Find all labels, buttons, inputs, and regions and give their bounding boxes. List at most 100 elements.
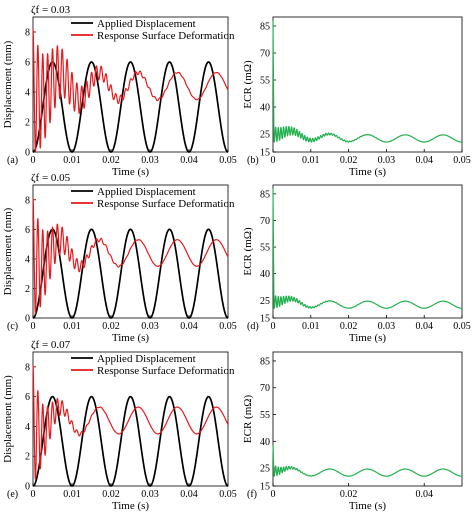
y-tick-label: 2 bbox=[25, 118, 30, 129]
x-tick-label: 0.03 bbox=[378, 155, 396, 166]
chart-panel-f: 0 0.02 0.04 15 25 40 55 70 85 Time (s) ECR (mΩ) (f) bbox=[242, 351, 463, 512]
legend-label-2: Response Surface Deformation bbox=[97, 198, 235, 210]
plot-frame bbox=[32, 351, 229, 487]
damping-label: ζf = 0.05 bbox=[31, 172, 71, 184]
legend-label-1: Applied Displacement bbox=[97, 186, 196, 198]
plot-frame bbox=[32, 184, 229, 319]
y-tick-label: 6 bbox=[25, 392, 30, 403]
y-tick-label: 0 bbox=[25, 148, 30, 159]
y-tick-label: 8 bbox=[25, 362, 30, 373]
x-tick-label: 0.02 bbox=[102, 155, 120, 166]
y-axis-label: ECR (mΩ) bbox=[242, 60, 254, 109]
y-tick-label: 85 bbox=[260, 356, 270, 367]
y-axis-label: ECR (mΩ) bbox=[242, 395, 254, 444]
x-axis-label: Time (s) bbox=[349, 500, 387, 512]
x-tick-label: 0.04 bbox=[180, 155, 198, 166]
x-tick-label: 0.02 bbox=[340, 321, 358, 332]
x-axis-label: Time (s) bbox=[349, 332, 387, 344]
x-axis-label: Time (s) bbox=[112, 166, 150, 178]
y-tick-label: 25 bbox=[260, 296, 270, 307]
panel-label: (e) bbox=[7, 489, 18, 500]
x-tick-label: 0.03 bbox=[141, 489, 159, 500]
legend-label-1: Applied Displacement bbox=[97, 353, 196, 365]
series-line-2 bbox=[32, 365, 229, 480]
panel-label: (b) bbox=[247, 155, 259, 166]
x-tick-label: 0 bbox=[31, 489, 36, 500]
y-tick-label: 2 bbox=[25, 452, 30, 463]
series-line-1 bbox=[32, 395, 229, 487]
chart-panel-a: 0 0.01 0.02 0.03 0.04 0.05 0 2 4 6 8 Time (s) Displa… bbox=[2, 4, 237, 178]
y-tick-label: 2 bbox=[25, 284, 30, 295]
x-tick-label: 0.04 bbox=[415, 489, 433, 500]
y-tick-label: 6 bbox=[25, 225, 30, 236]
chart-panel-c: 0 0.01 0.02 0.03 0.04 0.05 0 2 4 6 8 Time (s) Displa… bbox=[2, 172, 237, 344]
chart-panel-b: 0 0.01 0.02 0.03 0.04 0.05 15 25 40 55 70 85 Time (s… bbox=[242, 16, 471, 178]
plot-frame bbox=[272, 16, 463, 153]
chart-panel-e: 0 0.01 0.02 0.03 0.04 0.05 0 2 4 6 8 Time (s) Displa… bbox=[2, 339, 237, 512]
y-axis-label: Displacement (mm) bbox=[2, 375, 14, 463]
x-axis-label: Time (s) bbox=[349, 166, 387, 178]
x-tick-label: 0.02 bbox=[102, 489, 120, 500]
x-tick-label: 0 bbox=[31, 321, 36, 332]
legend-label-1: Applied Displacement bbox=[97, 18, 196, 30]
x-tick-label: 0.03 bbox=[141, 321, 159, 332]
legend-label-2: Response Surface Deformation bbox=[97, 30, 235, 42]
panel-label: (f) bbox=[247, 489, 257, 500]
y-tick-label: 40 bbox=[260, 103, 270, 114]
y-tick-label: 0 bbox=[25, 314, 30, 325]
x-tick-label: 0.01 bbox=[302, 321, 320, 332]
y-tick-label: 8 bbox=[25, 195, 30, 206]
x-axis-label: Time (s) bbox=[112, 332, 150, 344]
x-tick-label: 0.01 bbox=[63, 155, 81, 166]
y-tick-label: 40 bbox=[260, 269, 270, 280]
x-tick-label: 0.02 bbox=[102, 321, 120, 332]
x-tick-label: 0.02 bbox=[340, 155, 358, 166]
plot-frame bbox=[32, 16, 229, 153]
y-tick-label: 70 bbox=[260, 49, 270, 60]
chart-panel-d: 0 0.01 0.02 0.03 0.04 0.05 15 25 40 55 70 85 Time (s… bbox=[242, 184, 471, 344]
y-tick-label: 6 bbox=[25, 58, 30, 69]
y-tick-label: 4 bbox=[25, 422, 30, 433]
series-line-1 bbox=[32, 61, 229, 153]
x-tick-label: 0.04 bbox=[415, 321, 433, 332]
y-tick-label: 55 bbox=[260, 76, 270, 87]
x-tick-label: 0.04 bbox=[180, 489, 198, 500]
x-tick-label: 0.01 bbox=[302, 155, 320, 166]
panel-label: (d) bbox=[247, 321, 259, 332]
y-tick-label: 70 bbox=[260, 383, 270, 394]
y-tick-label: 15 bbox=[260, 314, 270, 325]
x-tick-label: 0.05 bbox=[219, 155, 237, 166]
legend-label-2: Response Surface Deformation bbox=[97, 365, 235, 377]
y-axis-label: Displacement (mm) bbox=[2, 207, 14, 295]
x-tick-label: 0 bbox=[31, 155, 36, 166]
x-tick-label: 0.05 bbox=[453, 321, 471, 332]
y-tick-label: 85 bbox=[260, 22, 270, 33]
y-tick-label: 25 bbox=[260, 130, 270, 141]
x-axis-label: Time (s) bbox=[112, 500, 150, 512]
x-tick-label: 0.04 bbox=[415, 155, 433, 166]
y-tick-label: 40 bbox=[260, 437, 270, 448]
panel-label: (a) bbox=[7, 155, 18, 166]
panel-label: (c) bbox=[7, 321, 18, 332]
damping-label: ζf = 0.07 bbox=[31, 339, 71, 351]
y-tick-label: 55 bbox=[260, 243, 270, 254]
x-tick-label: 0 bbox=[271, 489, 276, 500]
series-line-1 bbox=[272, 444, 463, 477]
series-line-1 bbox=[32, 228, 229, 319]
x-tick-label: 0 bbox=[271, 321, 276, 332]
x-tick-label: 0.04 bbox=[180, 321, 198, 332]
y-tick-label: 4 bbox=[25, 88, 30, 99]
damping-label: ζf = 0.03 bbox=[31, 4, 71, 16]
y-tick-label: 8 bbox=[25, 28, 30, 39]
x-tick-label: 0.03 bbox=[141, 155, 159, 166]
y-tick-label: 70 bbox=[260, 216, 270, 227]
series-line-1 bbox=[272, 20, 463, 143]
series-line-2 bbox=[32, 197, 229, 315]
y-tick-label: 55 bbox=[260, 410, 270, 421]
y-tick-label: 0 bbox=[25, 482, 30, 493]
y-tick-label: 85 bbox=[260, 189, 270, 200]
y-tick-label: 15 bbox=[260, 148, 270, 159]
